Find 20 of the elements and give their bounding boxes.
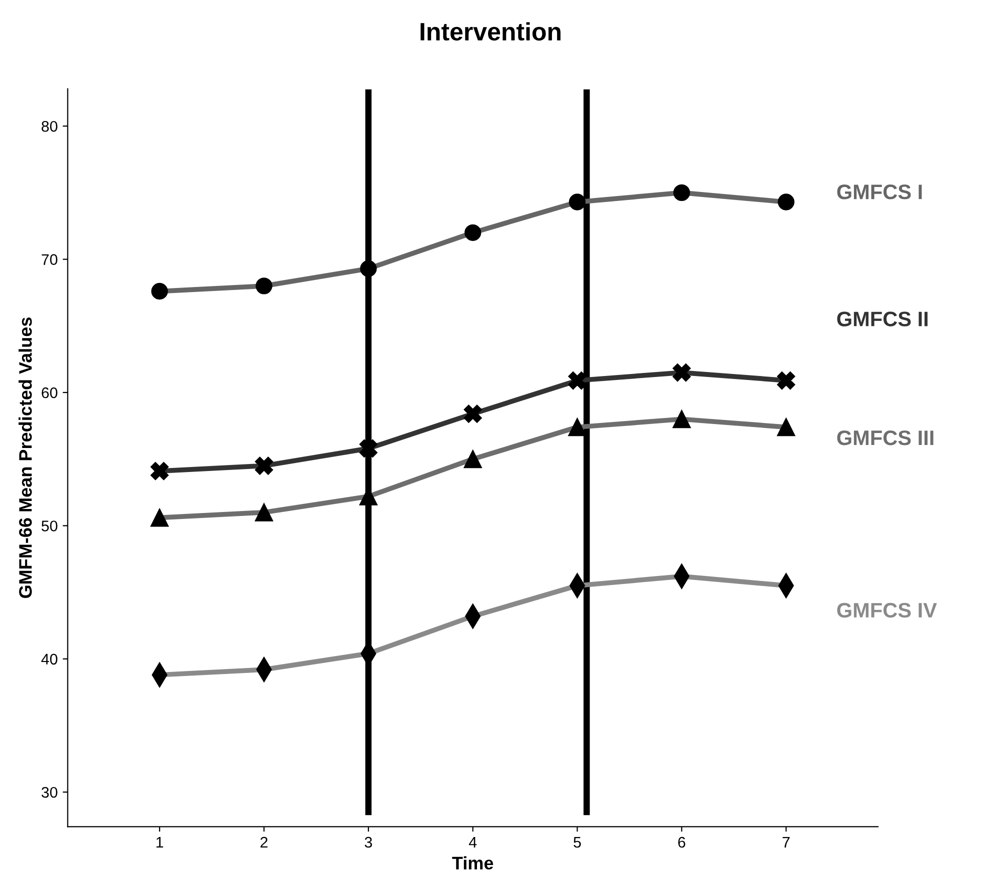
y-axis-title: GMFM-66 Mean Predicted Values [18,318,32,598]
y-tick-label: 40 [41,654,58,665]
x-tick-label: 6 [678,836,686,848]
chart-title: Intervention [420,22,560,41]
text: GMFCS II [837,312,928,326]
x-tick-label: 4 [468,837,477,848]
y-tick-label: 70 [42,254,58,265]
text: GMFCS III [837,430,934,446]
x-tick-label: 1 [156,837,164,848]
text: GMFCS I [837,184,922,200]
y-tick-label: 50 [42,520,58,532]
y-tick-label: 60 [42,387,58,398]
x-tick-label: 3 [364,836,372,848]
text: GMFCS IV [837,602,937,618]
x-tick-label: 5 [574,837,581,848]
x-axis-title: Time [452,856,494,870]
y-tick-label: 80 [42,120,58,132]
x-tick-label: 7 [782,837,790,848]
y-tick-label: 30 [42,786,58,798]
x-tick-label: 2 [260,836,268,848]
